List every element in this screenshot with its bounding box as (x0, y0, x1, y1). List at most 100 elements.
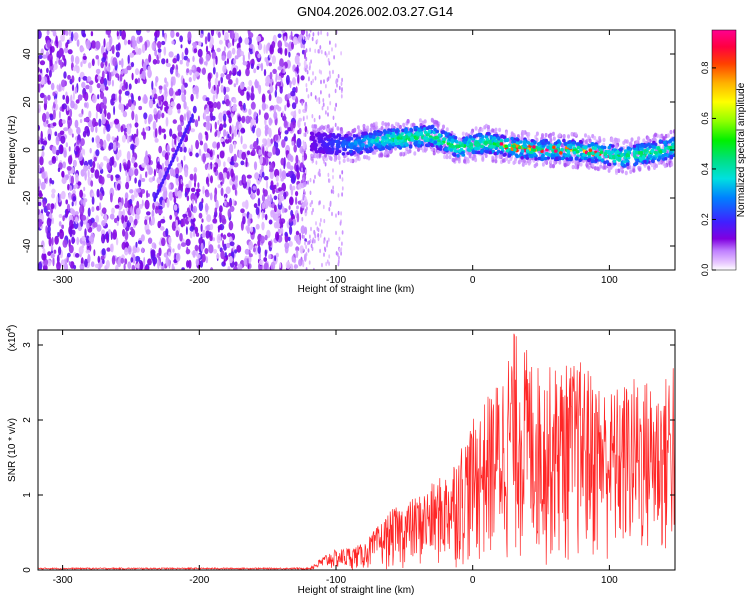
transition-blob (341, 241, 343, 246)
noise-blob (91, 137, 95, 143)
noise-blob (134, 122, 139, 128)
halo-blob (541, 135, 544, 140)
noise-blob (154, 243, 157, 250)
signal-blob (377, 144, 382, 149)
noise-blob (170, 101, 176, 107)
transition-blob (304, 208, 307, 213)
noise-blob (284, 130, 289, 135)
noise-blob (295, 86, 298, 93)
noise-blob (95, 55, 99, 60)
signal-blob (590, 159, 595, 164)
signal-blob (603, 160, 607, 165)
noise-blob (125, 81, 128, 90)
transition-blob (327, 58, 330, 63)
noise-blob (299, 245, 304, 254)
signal-blob (540, 154, 545, 159)
transition-blob (307, 180, 309, 185)
noise-blob (124, 197, 128, 206)
noise-blob (83, 198, 88, 203)
noise-blob (106, 112, 111, 120)
noise-blob (299, 98, 305, 104)
signal-blob (391, 128, 395, 133)
transition-blob (332, 168, 334, 173)
signal-blob (335, 139, 339, 144)
transition-blob (332, 189, 335, 195)
signal-blob (579, 148, 583, 152)
noise-blob (125, 181, 130, 190)
signal-blob (440, 141, 444, 146)
halo-blob (433, 119, 437, 125)
noise-blob (268, 93, 272, 102)
noise-blob (258, 149, 262, 156)
noise-blob (82, 32, 87, 38)
noise-blob (70, 207, 73, 214)
noise-blob (284, 104, 287, 112)
signal-blob (582, 145, 586, 149)
noise-blob (207, 120, 210, 131)
transition-blob (332, 185, 334, 190)
transition-blob (303, 234, 305, 240)
noise-blob (97, 58, 100, 67)
transition-blob (319, 248, 321, 254)
noise-blob (48, 213, 53, 219)
transition-blob (338, 247, 341, 253)
noise-blob (194, 119, 199, 128)
noise-blob (222, 110, 228, 116)
noise-blob (277, 47, 282, 54)
noise-blob (141, 178, 146, 182)
noise-blob (157, 95, 163, 101)
noise-blob (184, 167, 189, 178)
signal-blob (476, 150, 481, 155)
transition-blob (319, 222, 321, 227)
noise-blob (106, 133, 111, 142)
noise-blob (92, 221, 98, 228)
noise-blob (185, 238, 191, 246)
noise-blob (41, 171, 46, 179)
halo-blob (398, 124, 402, 130)
noise-blob (136, 128, 139, 138)
noise-blob (234, 187, 237, 196)
noise-blob (58, 83, 61, 92)
signal-blob (356, 147, 361, 151)
halo-blob (336, 126, 340, 131)
signal-blob (600, 158, 605, 162)
colorbar-label: Normalized spectral amplitude (736, 82, 747, 217)
noise-blob (89, 85, 93, 94)
noise-blob (174, 137, 177, 146)
noise-blob (291, 173, 297, 183)
signal-blob (365, 148, 369, 152)
halo-blob (474, 157, 478, 163)
noise-blob (90, 124, 95, 133)
transition-blob (320, 90, 322, 95)
noise-blob (248, 108, 252, 116)
noise-blob (219, 211, 222, 218)
noise-blob (113, 141, 117, 151)
noise-blob (71, 133, 74, 138)
noise-blob (281, 30, 286, 34)
signal-blob (559, 151, 563, 155)
noise-blob (102, 139, 107, 150)
transition-blob (309, 47, 311, 52)
noise-blob (237, 116, 242, 122)
transition-blob (328, 93, 331, 98)
noise-blob (131, 35, 136, 42)
signal-blob (669, 151, 673, 155)
noise-blob (163, 84, 167, 91)
noise-blob (304, 226, 308, 235)
noise-blob (99, 91, 105, 100)
transition-blob (338, 85, 341, 91)
noise-blob (296, 138, 302, 148)
signal-blob (374, 138, 379, 142)
transition-blob (314, 76, 317, 81)
noise-blob (293, 144, 298, 153)
transition-blob (341, 230, 344, 235)
noise-blob (248, 213, 253, 219)
noise-blob (132, 254, 136, 264)
halo-blob (654, 132, 657, 137)
signal-blob (543, 156, 548, 161)
signal-blob (599, 150, 604, 155)
noise-blob (267, 266, 270, 270)
signal-blob (513, 148, 517, 152)
noise-blob (258, 84, 262, 95)
noise-blob (250, 63, 254, 70)
